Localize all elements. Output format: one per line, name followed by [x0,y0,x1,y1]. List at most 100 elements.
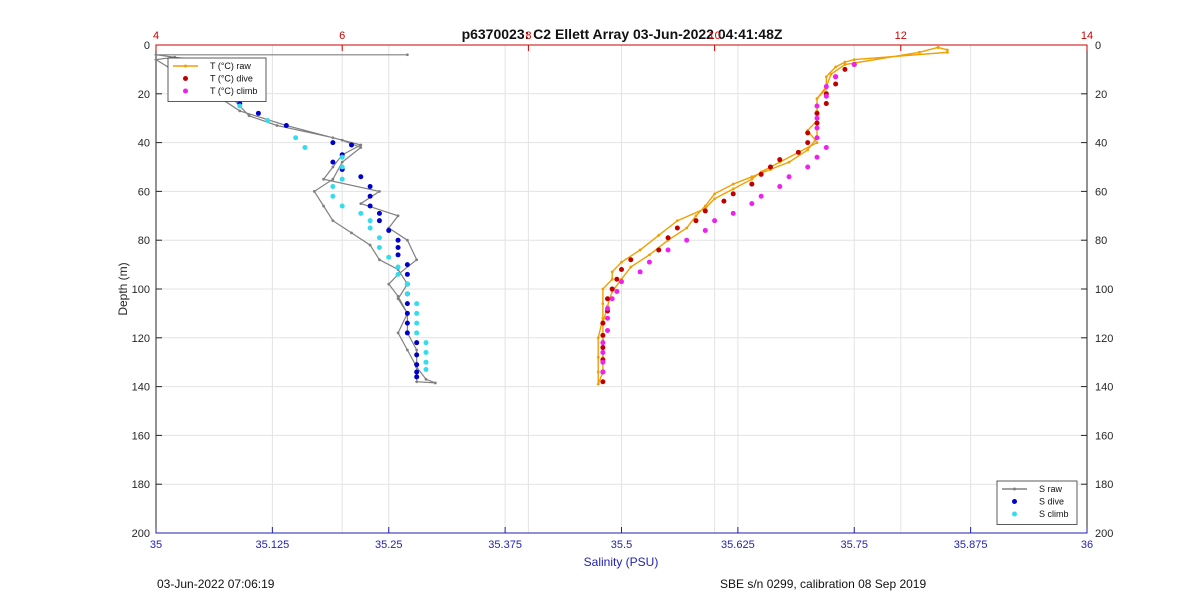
series-t-c-raw-vertex [610,277,614,281]
series-t-c-climb-point [614,288,620,294]
series-s-raw-vertex [396,331,400,335]
series-t-c-dive-point [805,130,811,136]
series-t-c-climb-point [605,306,611,312]
series-t-c-raw-vertex [601,287,605,291]
series-t-c-raw-vertex [629,265,633,269]
series-t-c-raw-vertex [918,50,921,54]
series-t-c-raw-vertex [685,226,689,230]
series-s-climb-point [423,349,429,355]
series-t-c-climb-point [823,144,829,150]
series-t-c-raw-vertex [843,60,847,64]
series-t-c-dive-point [758,171,764,177]
footer-calibration: SBE s/n 0299, calibration 08 Sep 2019 [720,577,926,591]
legend-salinity-entry-label: S climb [1039,509,1069,519]
x-tick-label-bottom: 35.375 [488,539,522,551]
x-tick-label-top: 14 [1081,30,1093,42]
series-s-climb-point [376,245,382,251]
series-s-raw-vertex [275,124,279,127]
series-t-c-climb-point [786,174,792,180]
series-s-dive-point [404,271,410,277]
series-s-raw-vertex [378,190,381,193]
series-s-dive-point [283,123,289,129]
series-t-c-raw-vertex [731,182,735,186]
series-s-raw-vertex [340,138,344,142]
series-t-c-raw-vertex [601,302,605,306]
series-s-raw-vertex [378,258,381,262]
series-s-raw-vertex [238,109,242,113]
y-tick-label-right: 160 [1095,430,1113,442]
legend-temperature-swatch-dot [183,88,188,94]
series-t-c-climb-point [605,327,611,333]
series-s-climb-point [404,281,410,287]
x-tick-label-top: 4 [153,30,159,42]
legend-temperature-entry-label: T (°C) raw [210,61,251,71]
series-t-c-dive-point [605,296,611,302]
series-t-c-dive-point [777,157,783,163]
series-t-c-dive-point [730,191,736,197]
series-t-c-raw-vertex [834,65,838,69]
series-s-dive-point [404,330,410,336]
x-tick-label-bottom: 35.625 [721,539,755,551]
series-t-c-climb-point [823,93,829,99]
series-s-raw-vertex [396,297,400,301]
legends: T (°C) raw T (°C) dive T (°C) climb S raw S … [167,57,1078,525]
series-s-climb-point [395,271,401,277]
series-t-c-raw-vertex [945,50,949,54]
x-tick-label-bottom: 35.875 [954,539,988,551]
y-tick-label-left: 60 [138,186,150,198]
series-s-climb-point [423,340,429,346]
legend-salinity-swatch-dot [1012,511,1017,517]
series-t-c-raw-vertex [657,233,661,237]
y-tick-label-left: 40 [138,138,150,150]
series-s-dive-point [404,262,410,268]
series-s-raw-vertex [405,348,409,352]
legend-salinity-swatch-vertex [1013,487,1016,491]
series-s-raw-vertex [387,282,391,286]
series-t-c-raw-vertex [731,187,735,191]
series-s-raw-vertex [322,177,325,181]
series-s-raw-vertex [433,381,437,385]
series-s-dive-point [358,174,364,180]
series-s-climb-point [330,193,336,199]
y-tick-label-left: 120 [132,333,150,345]
legend-temperature-swatch-vertex [184,64,187,68]
series-s-raw-vertex [350,231,353,235]
y-tick-label-left: 0 [144,40,150,52]
x-tick-label-bottom: 36 [1081,539,1093,551]
series-t-c-raw-vertex [675,219,679,223]
footer-timestamp: 03-Jun-2022 07:06:19 [157,577,275,591]
series-s-dive-point [414,340,420,346]
series-t-c-raw-vertex [806,148,810,152]
series-t-c-climb-point [814,103,820,109]
series-s-climb-point [339,154,345,160]
series-t-c-raw-vertex [852,58,856,62]
series-t-c-climb-point [600,369,606,375]
x-tick-label-bottom: 35.75 [840,539,868,551]
y-tick-label-right: 100 [1095,284,1113,296]
series-s-dive-point [395,237,401,243]
y-tick-label-right: 180 [1095,479,1113,491]
series-t-c-climb-point [702,227,708,233]
series-t-c-dive-point [619,266,624,272]
series-t-c-dive-point [609,286,615,292]
y-tick-label-right: 200 [1095,528,1113,540]
series-s-raw-vertex [359,143,363,147]
series-t-c-raw-vertex [843,63,847,66]
series-s-dive-point [255,110,261,116]
series-s-dive-point [376,218,382,224]
series-s-raw-vertex [396,294,400,298]
series-s-climb-point [293,135,299,141]
series-t-c-climb-point [823,83,829,89]
series-t-c-dive-point [814,120,820,126]
series-s-climb-point [358,210,364,216]
y-tick-label-left: 80 [138,235,150,247]
series-s-dive-point [349,142,355,148]
series-t-c-dive-point [674,225,680,231]
series-s-dive-point [330,140,336,146]
y-tick-label-right: 120 [1095,333,1113,345]
series-s-raw-vertex [424,377,428,381]
series-s-climb-point [395,264,401,270]
series-t-c-climb-point [814,154,820,160]
y-tick-label-left: 140 [132,382,150,394]
series-t-c-dive-point [702,208,708,214]
